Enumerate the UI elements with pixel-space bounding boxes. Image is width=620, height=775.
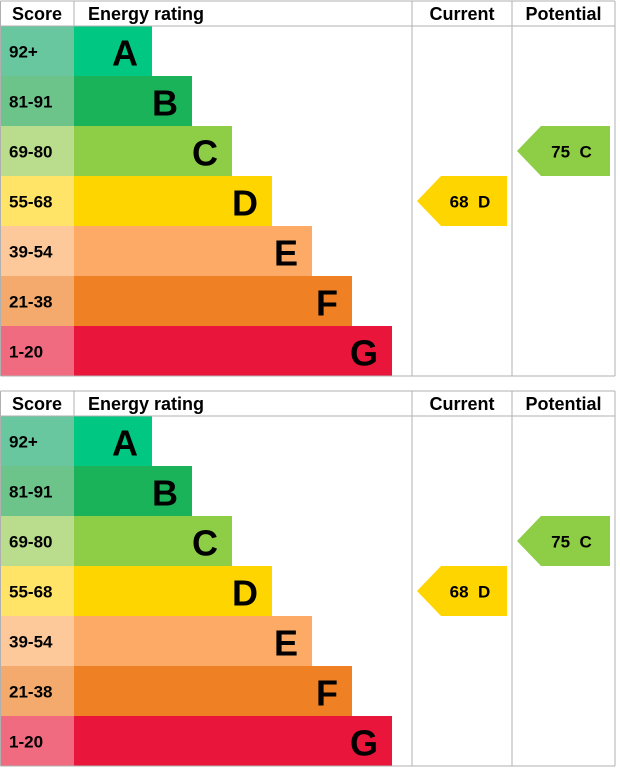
potential-rating-arrow <box>517 516 610 566</box>
rating-bar <box>74 126 232 176</box>
potential-rating-label: 75 C <box>551 533 592 552</box>
band-letter: A <box>112 33 138 74</box>
band-letter: D <box>232 183 258 224</box>
band-letter: A <box>112 423 138 464</box>
potential-column-header: Potential <box>525 394 601 414</box>
band-letter: B <box>152 473 178 514</box>
score-column-header: Score <box>12 394 62 414</box>
band-c: 69-80 C <box>1 516 232 566</box>
score-cell <box>1 226 74 276</box>
score-range-label: 39-54 <box>9 633 53 652</box>
band-letter: E <box>274 623 298 664</box>
band-f: 21-38 F <box>1 666 352 716</box>
current-column-header: Current <box>429 394 494 414</box>
score-range-label: 69-80 <box>9 143 52 162</box>
score-range-label: 1-20 <box>9 733 43 752</box>
band-letter: G <box>350 333 378 374</box>
band-g: 1-20 G <box>1 716 392 766</box>
band-letter: E <box>274 233 298 274</box>
rating-bar <box>74 226 312 276</box>
band-g: 1-20 G <box>1 326 392 376</box>
rating-bar <box>74 566 272 616</box>
potential-rating-label: 75 C <box>551 143 592 162</box>
potential-column-header: Potential <box>525 4 601 24</box>
score-range-label: 81-91 <box>9 93 52 112</box>
score-range-label: 21-38 <box>9 683 52 702</box>
rating-bar <box>74 466 192 516</box>
epc-chart-bottom: Score Energy rating Current Potential 92+ A 81… <box>0 390 616 770</box>
score-range-label: 55-68 <box>9 193 52 212</box>
score-cell <box>1 416 74 466</box>
score-cell <box>1 716 74 766</box>
energy-rating-column-header: Energy rating <box>88 4 204 24</box>
score-cell <box>1 516 74 566</box>
band-d: 55-68 D <box>1 566 272 616</box>
score-cell <box>1 126 74 176</box>
current-rating-arrow <box>417 176 507 226</box>
band-c: 69-80 C <box>1 126 232 176</box>
band-a: 92+ A <box>1 416 152 466</box>
score-cell <box>1 326 74 376</box>
band-letter: C <box>192 133 218 174</box>
rating-bar <box>74 516 232 566</box>
rating-bar <box>74 326 392 376</box>
current-rating-arrow <box>417 566 507 616</box>
rating-bar <box>74 716 392 766</box>
score-cell <box>1 466 74 516</box>
band-letter: D <box>232 573 258 614</box>
potential-rating-arrow <box>517 126 610 176</box>
rating-bar <box>74 616 312 666</box>
score-range-label: 21-38 <box>9 293 52 312</box>
band-letter: F <box>316 673 338 714</box>
rating-bar <box>74 176 272 226</box>
rating-bar <box>74 76 192 126</box>
epc-chart-top: Score Energy rating Current Potential 92+ A 81… <box>0 0 616 380</box>
band-f: 21-38 F <box>1 276 352 326</box>
band-d: 55-68 D <box>1 176 272 226</box>
energy-rating-column-header: Energy rating <box>88 394 204 414</box>
score-cell <box>1 176 74 226</box>
current-rating-label: 68 D <box>450 193 491 212</box>
score-cell <box>1 276 74 326</box>
band-e: 39-54 E <box>1 226 312 276</box>
current-rating-label: 68 D <box>450 583 491 602</box>
score-cell <box>1 26 74 76</box>
rating-bar <box>74 26 152 76</box>
band-b: 81-91 B <box>1 466 192 516</box>
rating-bar <box>74 276 352 326</box>
rating-bar <box>74 666 352 716</box>
band-letter: G <box>350 723 378 764</box>
current-column-header: Current <box>429 4 494 24</box>
score-range-label: 92+ <box>9 433 38 452</box>
score-range-label: 92+ <box>9 43 38 62</box>
score-column-header: Score <box>12 4 62 24</box>
band-e: 39-54 E <box>1 616 312 666</box>
score-range-label: 39-54 <box>9 243 53 262</box>
band-letter: F <box>316 283 338 324</box>
score-cell <box>1 566 74 616</box>
score-cell <box>1 76 74 126</box>
band-letter: C <box>192 523 218 564</box>
score-range-label: 81-91 <box>9 483 52 502</box>
band-a: 92+ A <box>1 26 152 76</box>
score-cell <box>1 666 74 716</box>
band-b: 81-91 B <box>1 76 192 126</box>
band-letter: B <box>152 83 178 124</box>
score-cell <box>1 616 74 666</box>
score-range-label: 55-68 <box>9 583 52 602</box>
score-range-label: 69-80 <box>9 533 52 552</box>
score-range-label: 1-20 <box>9 343 43 362</box>
rating-bar <box>74 416 152 466</box>
